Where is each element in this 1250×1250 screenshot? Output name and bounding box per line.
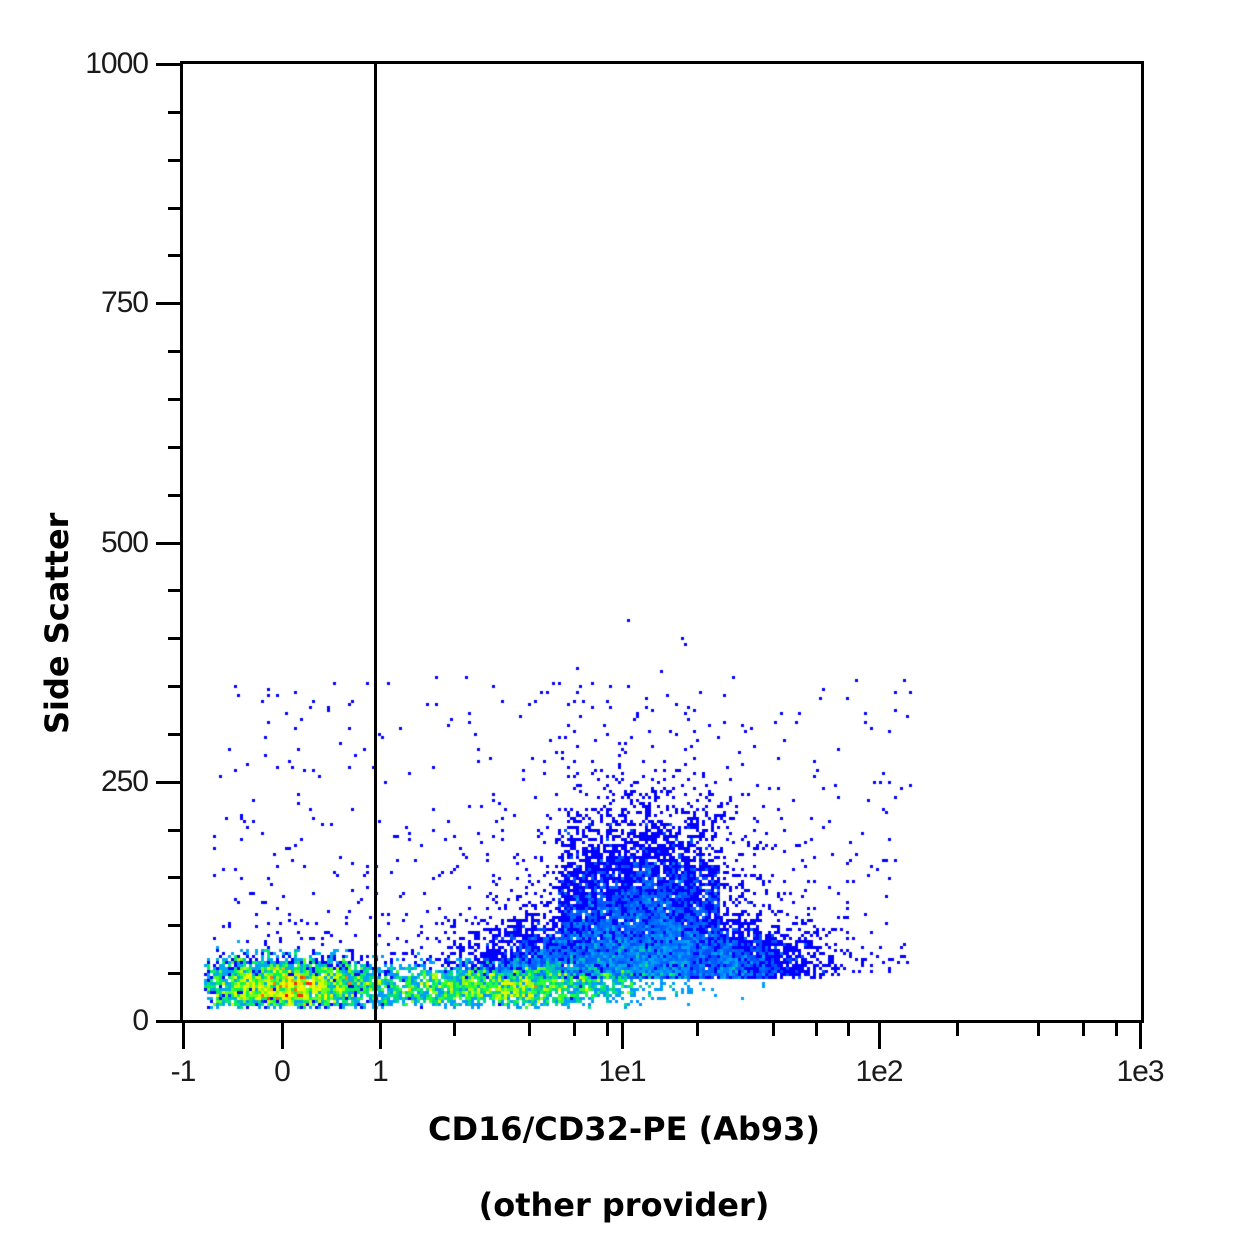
x-minor-tick-mark <box>956 1023 959 1036</box>
x-tick-mark <box>878 1023 881 1049</box>
x-tick-mark <box>182 1023 185 1049</box>
y-tick-mark <box>156 1020 180 1023</box>
y-tick-mark <box>168 828 180 832</box>
y-tick-mark <box>168 876 180 880</box>
x-minor-tick-mark <box>772 1023 775 1036</box>
x-tick-mark <box>281 1023 284 1049</box>
x-minor-tick-mark <box>453 1023 456 1036</box>
y-tick-mark <box>168 445 180 449</box>
x-tick-label: 1e3 <box>1116 1055 1164 1088</box>
x-axis-title: CD16/CD32-PE (Ab93) <box>427 1110 821 1148</box>
x-minor-tick-mark <box>606 1023 609 1036</box>
x-axis-subtitle: (other provider) <box>478 1186 770 1224</box>
x-minor-tick-mark <box>815 1023 818 1036</box>
x-minor-tick-mark <box>573 1023 576 1036</box>
x-minor-tick-mark <box>1082 1023 1085 1036</box>
density-dot-plot <box>180 61 1142 1021</box>
x-minor-tick-mark <box>528 1023 531 1036</box>
y-tick-mark <box>168 972 180 976</box>
x-minor-tick-mark <box>1037 1023 1040 1036</box>
y-tick-label: 250 <box>100 764 149 798</box>
y-tick-mark <box>168 685 180 689</box>
x-tick-label: 1e1 <box>598 1055 646 1088</box>
y-axis-title: Side Scatter <box>38 512 76 734</box>
y-tick-mark <box>168 589 180 593</box>
y-tick-mark <box>168 254 180 258</box>
y-tick-mark <box>168 350 180 354</box>
x-tick-label: 0 <box>274 1055 291 1088</box>
y-tick-mark <box>168 158 180 162</box>
gate-line[interactable] <box>374 61 377 1021</box>
y-tick-label: 500 <box>100 525 149 559</box>
y-tick-mark <box>168 732 180 736</box>
x-minor-tick-mark <box>696 1023 699 1036</box>
y-tick-mark <box>168 924 180 928</box>
y-tick-mark <box>168 397 180 401</box>
y-tick-mark <box>168 206 180 210</box>
x-tick-label: 1e2 <box>855 1055 903 1088</box>
y-tick-mark <box>156 302 180 306</box>
y-tick-mark <box>168 637 180 641</box>
x-minor-tick-mark <box>847 1023 850 1036</box>
plot-area-frame <box>180 61 1144 1023</box>
x-tick-mark <box>1139 1023 1142 1049</box>
x-minor-tick-mark <box>1115 1023 1118 1036</box>
y-tick-mark <box>168 493 180 497</box>
y-tick-mark <box>156 780 180 784</box>
y-tick-mark <box>156 541 180 545</box>
y-tick-label: 0 <box>132 1004 149 1037</box>
x-tick-mark <box>379 1023 382 1049</box>
y-tick-mark <box>156 63 180 66</box>
y-tick-label: 750 <box>100 286 149 320</box>
x-tick-label: 1 <box>372 1055 389 1088</box>
y-tick-mark <box>168 110 180 114</box>
x-tick-label: -1 <box>170 1055 197 1088</box>
x-tick-mark <box>621 1023 624 1049</box>
y-tick-label: 1000 <box>85 47 149 80</box>
